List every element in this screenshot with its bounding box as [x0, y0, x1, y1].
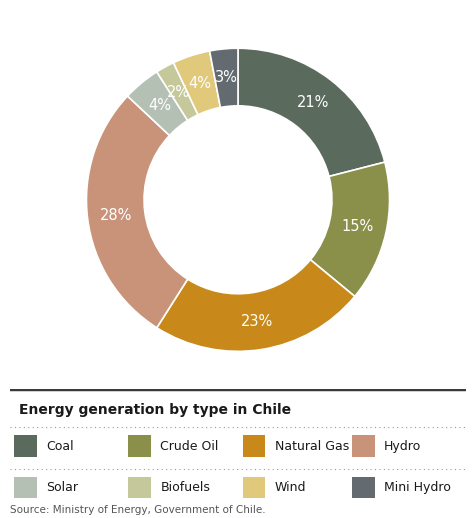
Bar [14, 436, 37, 457]
Text: Biofuels: Biofuels [160, 481, 210, 494]
Bar [14, 477, 37, 498]
Text: Natural Gas: Natural Gas [275, 440, 349, 453]
Wedge shape [157, 260, 355, 351]
Text: 2%: 2% [167, 85, 190, 100]
Text: 3%: 3% [215, 70, 238, 85]
Text: 23%: 23% [241, 313, 273, 328]
Text: 21%: 21% [297, 95, 329, 110]
Text: 4%: 4% [188, 76, 211, 91]
Wedge shape [209, 48, 238, 108]
Wedge shape [87, 96, 188, 328]
Bar [352, 477, 375, 498]
Bar [243, 436, 266, 457]
Text: Crude Oil: Crude Oil [160, 440, 218, 453]
Text: Solar: Solar [46, 481, 78, 494]
Text: 28%: 28% [100, 208, 132, 223]
Text: Source: Ministry of Energy, Government of Chile.: Source: Ministry of Energy, Government o… [10, 506, 265, 515]
Text: Hydro: Hydro [384, 440, 421, 453]
Wedge shape [128, 72, 188, 136]
Bar [129, 477, 151, 498]
Wedge shape [238, 48, 385, 177]
Wedge shape [157, 63, 198, 121]
Wedge shape [310, 162, 389, 296]
Text: 4%: 4% [148, 98, 171, 113]
Bar [243, 477, 266, 498]
Text: Energy generation by type in Chile: Energy generation by type in Chile [19, 404, 291, 418]
Bar [352, 436, 375, 457]
Text: 15%: 15% [342, 219, 374, 234]
Wedge shape [173, 51, 220, 115]
Bar [129, 436, 151, 457]
Text: Wind: Wind [275, 481, 306, 494]
Text: Coal: Coal [46, 440, 74, 453]
Text: Mini Hydro: Mini Hydro [384, 481, 451, 494]
